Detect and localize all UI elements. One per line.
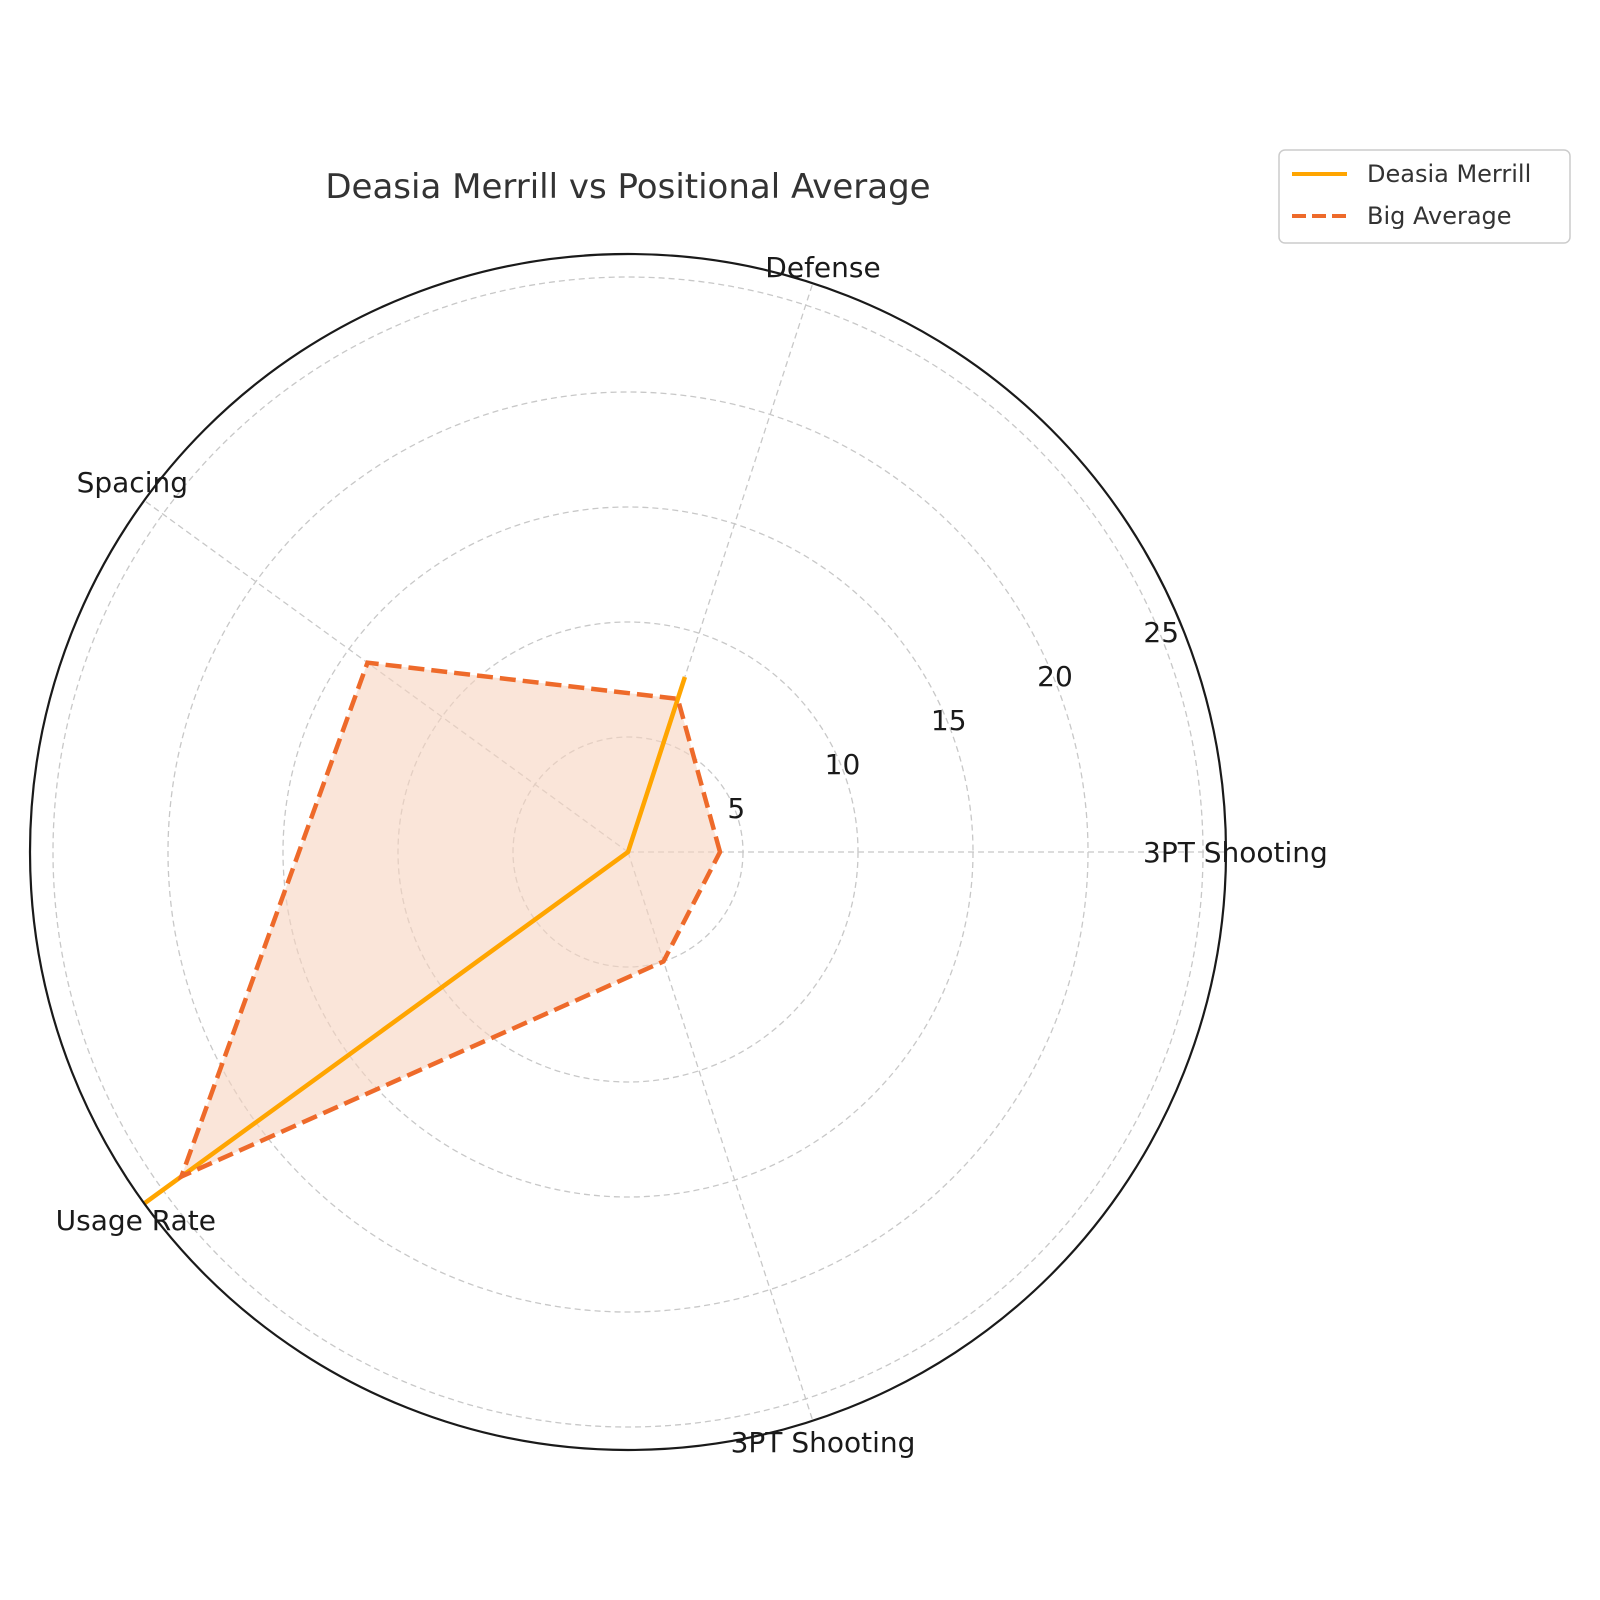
legend-frame xyxy=(1278,149,1571,244)
axis-label-2: Spacing xyxy=(77,466,188,499)
legend: Deasia Merrill Big Average xyxy=(1278,149,1571,244)
axis-labels: 3PT Shooting Defense Spacing Usage Rate 3PT … xyxy=(56,251,1328,1459)
radial-grid xyxy=(52,276,1226,1428)
radial-tick-labels: 5 10 15 20 25 xyxy=(727,616,1179,825)
legend-label-big-average: Big Average xyxy=(1367,202,1512,230)
axis-label-0: 3PT Shooting xyxy=(1143,836,1328,869)
legend-label-deasia-merrill: Deasia Merrill xyxy=(1367,160,1531,188)
axis-label-1: Defense xyxy=(765,251,880,284)
radial-tick-10: 10 xyxy=(825,748,861,781)
series-fill-layer xyxy=(181,662,720,1177)
radial-tick-25: 25 xyxy=(1143,616,1179,649)
axis-label-3: Usage Rate xyxy=(56,1204,216,1237)
series-line-big-average xyxy=(177,660,723,1181)
radial-tick-20: 20 xyxy=(1037,660,1073,693)
series-line-deasia-merrill xyxy=(142,676,688,1206)
chart-title: Deasia Merrill vs Positional Average xyxy=(325,167,930,207)
series-fill-big-average xyxy=(181,662,720,1177)
series-line-layer xyxy=(142,660,723,1206)
radial-tick-15: 15 xyxy=(931,704,967,737)
radial-tick-5: 5 xyxy=(727,792,745,825)
axis-label-4: 3PT Shooting xyxy=(731,1426,916,1459)
polar-frame xyxy=(28,252,1228,1452)
